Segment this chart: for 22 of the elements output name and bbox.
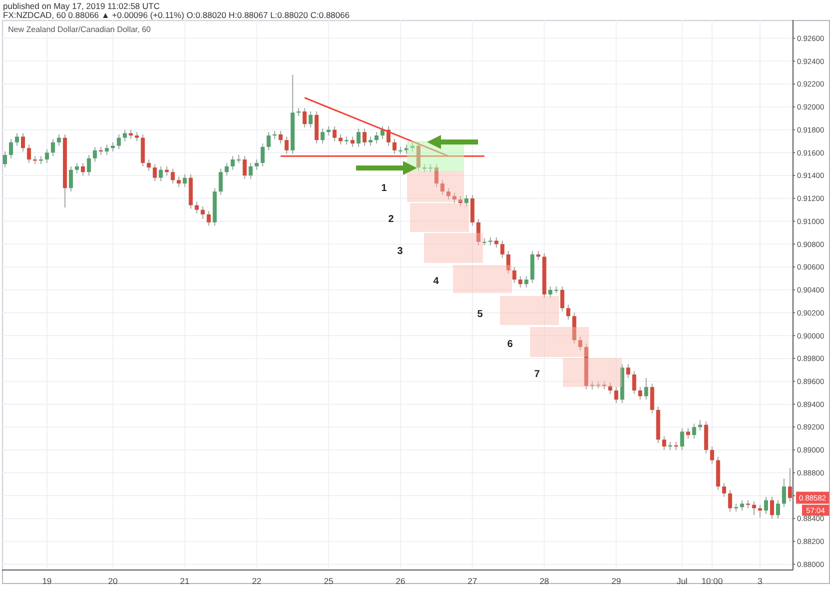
x-tick-label: 20 bbox=[108, 576, 118, 586]
annotation: 6 bbox=[507, 339, 514, 350]
x-tick-label: 10:00 bbox=[701, 576, 724, 586]
x-tick-label: 28 bbox=[540, 576, 550, 586]
chart-subtitle: FX:NZDCAD, 60 0.88066 ▲ +0.00096 (+0.11%) O:0.88020 H:0.88067 L:0.88020 C:0.88066 bbox=[3, 10, 350, 20]
annotation: 7 bbox=[534, 369, 540, 380]
x-tick-label: 25 bbox=[324, 576, 334, 586]
x-tick-label: 21 bbox=[180, 576, 190, 586]
x-tick-label: 26 bbox=[396, 576, 406, 586]
x-tick-label: Jul bbox=[676, 576, 688, 586]
x-tick-label: 27 bbox=[468, 576, 478, 586]
x-tick-label: 22 bbox=[252, 576, 262, 586]
annotation: 2 bbox=[388, 214, 394, 225]
x-tick-label: 29 bbox=[611, 576, 622, 586]
x-tick-label: 3 bbox=[758, 576, 763, 586]
annotation: 3 bbox=[397, 246, 404, 257]
annotation: 4 bbox=[433, 276, 440, 287]
annotation: 1 bbox=[381, 183, 388, 194]
annotation: 5 bbox=[477, 309, 484, 320]
text: New Zealand Dollar/Canadian Dollar, 60 bbox=[8, 25, 151, 34]
x-tick-label: 19 bbox=[42, 576, 52, 586]
text: published on May 17, 2019 11:02:58 UTC bbox=[3, 1, 160, 11]
